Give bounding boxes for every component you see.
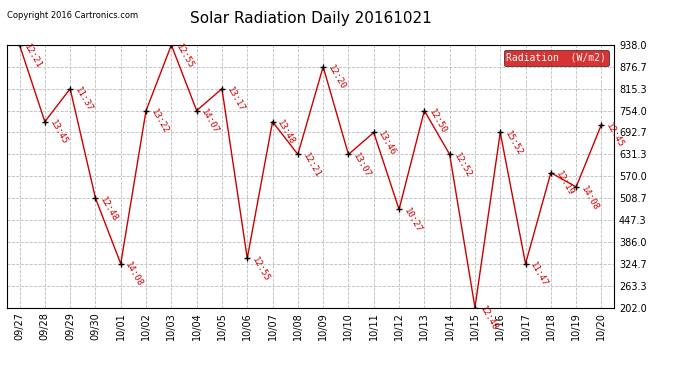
Text: Solar Radiation Daily 20161021: Solar Radiation Daily 20161021 xyxy=(190,11,431,26)
Text: 12:19: 12:19 xyxy=(553,170,575,198)
Text: 12:50: 12:50 xyxy=(427,108,449,136)
Text: 14:08: 14:08 xyxy=(124,261,145,289)
Text: 13:46: 13:46 xyxy=(377,130,397,158)
Text: 13:22: 13:22 xyxy=(149,108,170,136)
Text: 11:47: 11:47 xyxy=(529,261,549,289)
Text: 10:27: 10:27 xyxy=(402,207,423,234)
Text: 12:45: 12:45 xyxy=(604,122,625,150)
Text: 12:52: 12:52 xyxy=(453,152,473,179)
Text: 12:21: 12:21 xyxy=(301,152,322,179)
Text: 11:37: 11:37 xyxy=(73,86,94,114)
Text: 12:20: 12:20 xyxy=(326,64,347,92)
Text: 15:52: 15:52 xyxy=(503,130,524,158)
Text: 12:55: 12:55 xyxy=(174,42,195,70)
Text: 12:21: 12:21 xyxy=(22,42,43,70)
Text: 13:48: 13:48 xyxy=(275,119,297,147)
Text: 12:48: 12:48 xyxy=(477,305,499,333)
Text: 13:45: 13:45 xyxy=(48,119,69,147)
Text: Copyright 2016 Cartronics.com: Copyright 2016 Cartronics.com xyxy=(7,11,138,20)
Text: 12:48: 12:48 xyxy=(98,195,119,223)
Legend: Radiation  (W/m2): Radiation (W/m2) xyxy=(504,50,609,66)
Text: 14:08: 14:08 xyxy=(579,184,600,212)
Text: 12:55: 12:55 xyxy=(250,255,271,283)
Text: 14:07: 14:07 xyxy=(199,108,221,136)
Text: 13:07: 13:07 xyxy=(351,152,373,179)
Text: 13:17: 13:17 xyxy=(225,86,246,114)
